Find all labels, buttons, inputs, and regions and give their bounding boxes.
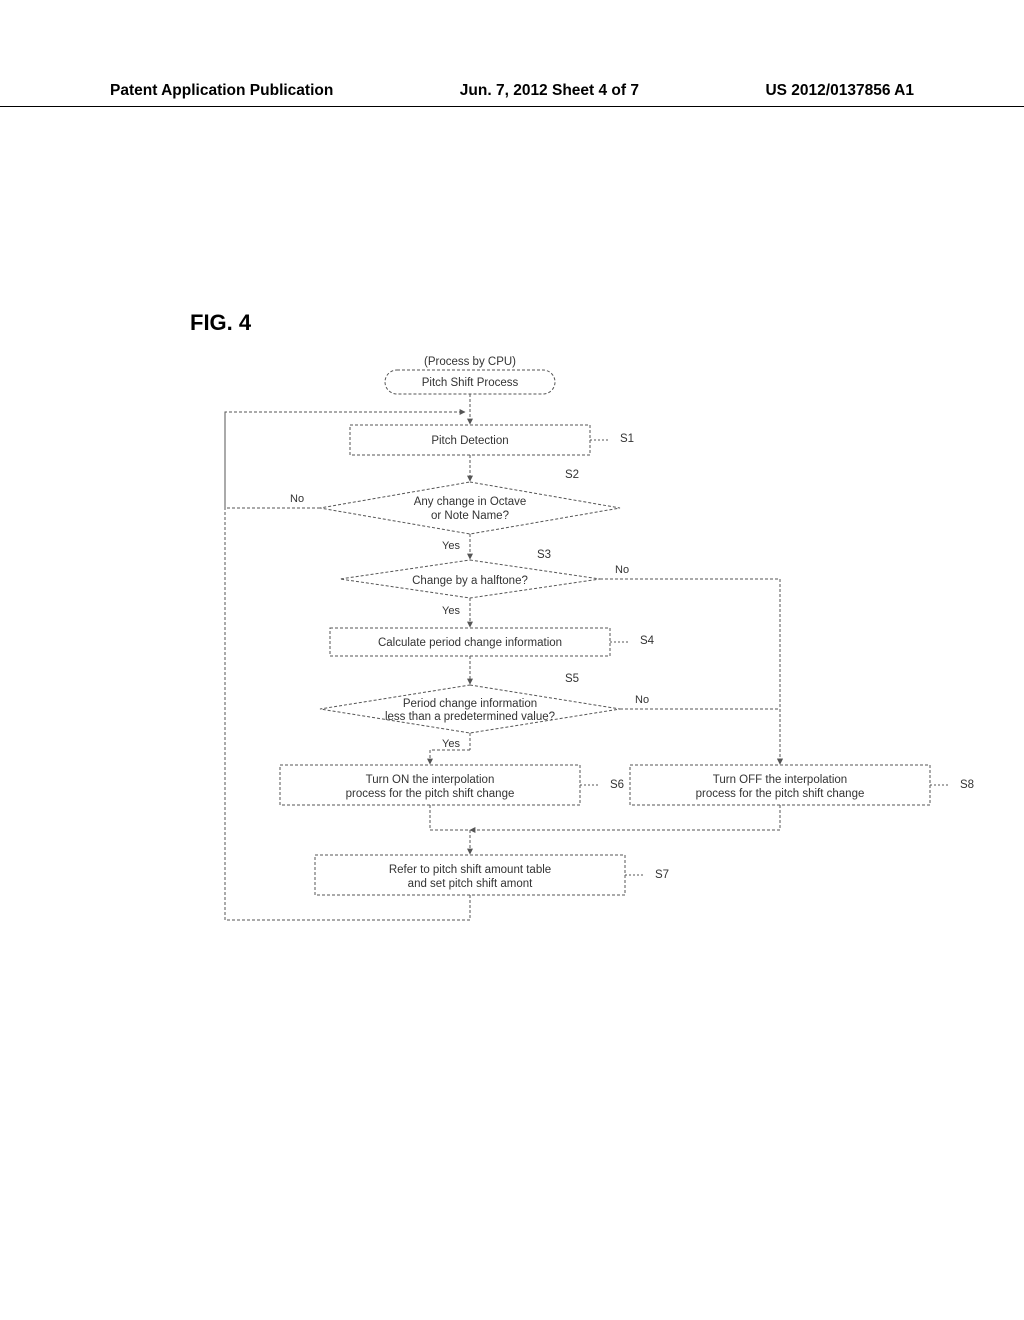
edge-loop-top xyxy=(225,412,465,508)
node-s2-l2: or Note Name? xyxy=(431,510,509,522)
node-s5-l2: less than a predetermined value? xyxy=(385,711,555,723)
flowchart-svg: (Process by CPU) Pitch Shift Process Pit… xyxy=(60,350,980,970)
edge-yes-s2: Yes xyxy=(442,540,460,552)
ref-s1: S1 xyxy=(620,433,634,445)
node-s6-l2: process for the pitch shift change xyxy=(346,788,515,800)
edge-no-s2: No xyxy=(290,493,304,505)
edge-s5-no xyxy=(620,709,780,764)
ref-s8: S8 xyxy=(960,779,974,791)
node-s1-label: Pitch Detection xyxy=(431,435,508,447)
figure-label: FIG. 4 xyxy=(190,310,251,336)
edge-no-s5: No xyxy=(635,694,649,706)
ref-s3: S3 xyxy=(537,549,551,561)
header-right: US 2012/0137856 A1 xyxy=(765,82,914,100)
node-start-label: Pitch Shift Process xyxy=(422,377,519,389)
node-s8-l1: Turn OFF the interpolation xyxy=(713,774,847,786)
page: Patent Application Publication Jun. 7, 2… xyxy=(0,0,1024,1320)
ref-s7: S7 xyxy=(655,869,669,881)
node-s8-l2: process for the pitch shift change xyxy=(696,788,865,800)
node-s7-l2: and set pitch shift amont xyxy=(408,878,533,890)
subtitle: (Process by CPU) xyxy=(424,356,516,368)
node-s2-l1: Any change in Octave xyxy=(414,496,527,508)
page-header: Patent Application Publication Jun. 7, 2… xyxy=(0,82,1024,107)
header-left: Patent Application Publication xyxy=(110,82,333,100)
node-s4-label: Calculate period change information xyxy=(378,637,562,649)
header-center: Jun. 7, 2012 Sheet 4 of 7 xyxy=(460,82,639,100)
edge-yes-s5: Yes xyxy=(442,738,460,750)
node-s3-l1: Change by a halftone? xyxy=(412,575,528,587)
ref-s6: S6 xyxy=(610,779,624,791)
node-s7-l1: Refer to pitch shift amount table xyxy=(389,864,551,876)
node-s6-l1: Turn ON the interpolation xyxy=(366,774,495,786)
ref-s5: S5 xyxy=(565,673,579,685)
edge-yes-s3: Yes xyxy=(442,605,460,617)
ref-s4: S4 xyxy=(640,635,655,647)
node-s5-l1: Period change information xyxy=(403,698,537,710)
edge-merge xyxy=(470,805,780,830)
edge-s3-no xyxy=(600,579,780,764)
ref-s2: S2 xyxy=(565,469,579,481)
edge-no-s3: No xyxy=(615,564,629,576)
